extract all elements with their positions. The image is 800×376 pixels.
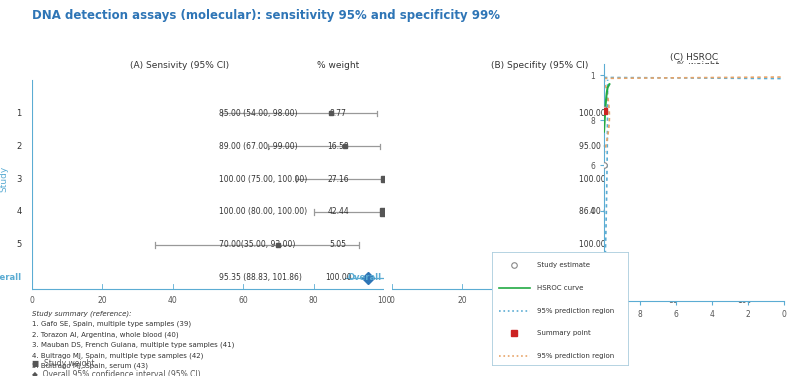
Text: % weight: % weight: [317, 62, 359, 70]
Text: (B) Specifity (95% CI): (B) Specifity (95% CI): [491, 62, 589, 70]
Text: 5. Buitrago MJ, Spain, serum (43): 5. Buitrago MJ, Spain, serum (43): [32, 363, 148, 369]
Text: 21.36: 21.36: [687, 174, 709, 183]
Text: Study summary (reference):: Study summary (reference):: [32, 310, 131, 317]
Text: 100: 100: [377, 296, 391, 305]
Text: 29.83: 29.83: [687, 142, 709, 151]
Text: 0: 0: [30, 296, 34, 305]
Text: 89.00 (67.00, 99.00): 89.00 (67.00, 99.00): [218, 142, 297, 151]
Text: 100.00(86.00, 100.00): 100.00(86.00, 100.00): [578, 240, 664, 249]
Text: 70.00(35.00, 93.00): 70.00(35.00, 93.00): [218, 240, 295, 249]
Text: 20: 20: [458, 296, 467, 305]
Text: 40: 40: [528, 296, 538, 305]
Text: 4. Buitrago MJ, Spain, multiple type samples (42): 4. Buitrago MJ, Spain, multiple type sam…: [32, 352, 203, 359]
Text: 5.05: 5.05: [330, 240, 346, 249]
Text: 2. Torazon AI, Argentina, whole blood (40): 2. Torazon AI, Argentina, whole blood (4…: [32, 331, 178, 338]
Text: 100: 100: [737, 296, 751, 305]
Text: 1: 1: [16, 109, 22, 118]
Text: 86.00 (69.00, 96.00): 86.00 (69.00, 96.00): [578, 208, 657, 217]
Text: 100.00: 100.00: [685, 273, 711, 282]
Text: 95.00 (89.00,100.00): 95.00 (89.00,100.00): [578, 142, 659, 151]
Text: 1. Gafo SE, Spain, multiple type samples (39): 1. Gafo SE, Spain, multiple type samples…: [32, 321, 191, 327]
Text: 3: 3: [16, 174, 22, 183]
Text: 98.66 (95.65, 101.66): 98.66 (95.65, 101.66): [578, 273, 662, 282]
Text: 95% prediction region: 95% prediction region: [537, 308, 614, 314]
Text: 8.77: 8.77: [330, 109, 346, 118]
Text: Overall: Overall: [0, 273, 22, 282]
Text: 40: 40: [168, 296, 178, 305]
Text: 80: 80: [309, 296, 318, 305]
Text: 100.00 (80.00, 100.00): 100.00 (80.00, 100.00): [218, 208, 306, 217]
Text: 4: 4: [16, 208, 22, 217]
Text: 5.34: 5.34: [690, 208, 706, 217]
Text: 80: 80: [669, 296, 678, 305]
Text: 0: 0: [390, 296, 394, 305]
Text: 27.16: 27.16: [327, 174, 349, 183]
Text: ■  Study weight: ■ Study weight: [32, 359, 94, 368]
Text: 100.00 (88.00, 100.00): 100.00 (88.00, 100.00): [578, 109, 666, 118]
Text: 100.00 (75.00, 100.00): 100.00 (75.00, 100.00): [218, 174, 307, 183]
Text: 100.00: 100.00: [325, 273, 351, 282]
Text: 16.58: 16.58: [327, 142, 349, 151]
Text: % weight: % weight: [677, 62, 719, 70]
Text: 42.44: 42.44: [327, 208, 349, 217]
Text: (A) Sensivity (95% CI): (A) Sensivity (95% CI): [130, 62, 230, 70]
Text: 2: 2: [16, 142, 22, 151]
Text: DNA detection assays (molecular): sensitivity 95% and specificity 99%: DNA detection assays (molecular): sensit…: [32, 9, 500, 23]
Text: HSROC curve: HSROC curve: [537, 285, 583, 291]
Text: Study estimate: Study estimate: [537, 262, 590, 268]
Text: Overall: Overall: [347, 273, 382, 282]
Text: 60: 60: [238, 296, 248, 305]
Text: 5: 5: [16, 240, 22, 249]
Text: 3. Mauban DS, French Guiana, multiple type samples (41): 3. Mauban DS, French Guiana, multiple ty…: [32, 342, 234, 348]
Text: 100.00 (87.00, 100.00): 100.00 (87.00, 100.00): [578, 174, 666, 183]
Text: 60: 60: [598, 296, 608, 305]
Text: 85.00 (54.00, 98.00): 85.00 (54.00, 98.00): [218, 109, 297, 118]
Text: ◆  Overall 95% confidence interval (95% CI): ◆ Overall 95% confidence interval (95% C…: [32, 370, 201, 376]
Text: 18.41: 18.41: [687, 240, 709, 249]
Text: Summary point: Summary point: [537, 330, 590, 336]
Text: Study: Study: [0, 166, 8, 192]
Text: 95.35 (88.83, 101.86): 95.35 (88.83, 101.86): [218, 273, 302, 282]
Text: 20: 20: [98, 296, 107, 305]
Text: 25.06: 25.06: [687, 109, 709, 118]
Text: 95% prediction region: 95% prediction region: [537, 353, 614, 359]
Title: (C) HSROC: (C) HSROC: [670, 53, 718, 62]
